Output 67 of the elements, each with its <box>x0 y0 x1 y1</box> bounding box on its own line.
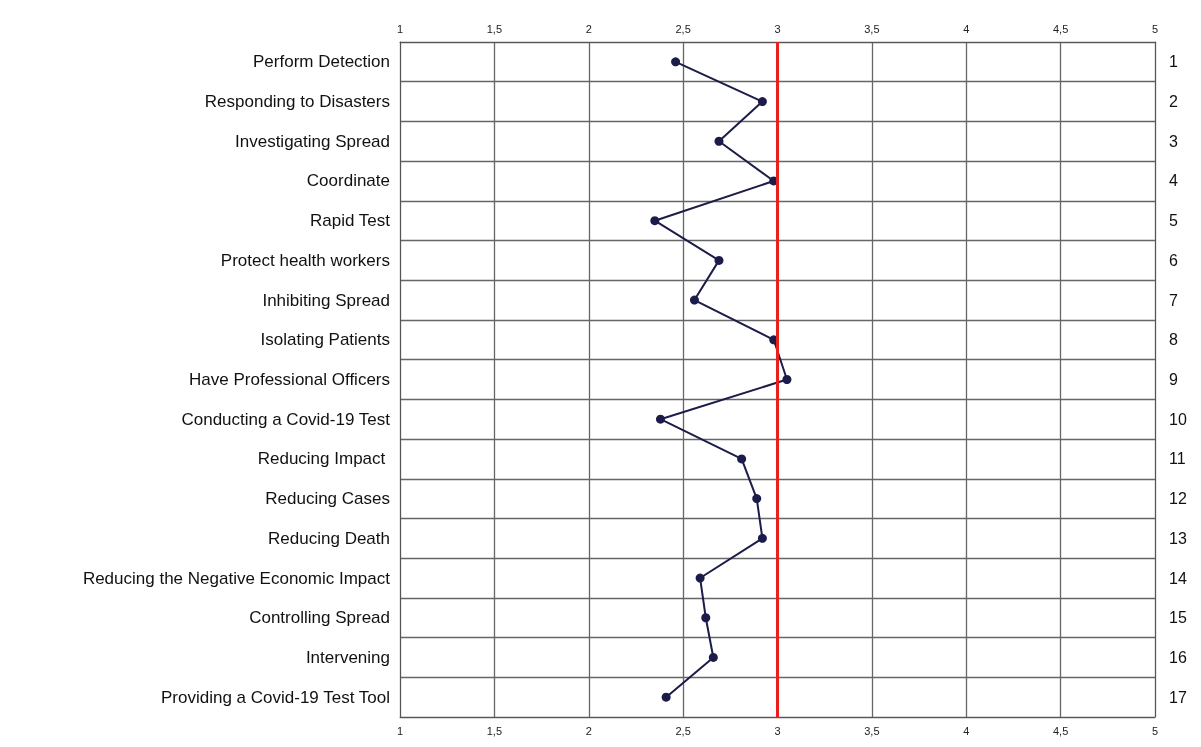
point <box>737 454 747 464</box>
y-tick-label: Conducting a Covid-19 Test <box>181 409 391 429</box>
y2-tick-label: 6 <box>1169 251 1178 269</box>
y-tick-label: Investigating Spread <box>235 131 390 151</box>
x2-tick-label: 4 <box>963 22 970 35</box>
point <box>661 692 671 702</box>
y-tick-label: Have Professional Officers <box>189 370 390 389</box>
x-tick-label: 2 <box>585 724 592 737</box>
y-tick-label: Reducing Cases <box>265 489 390 509</box>
y2-tick-label: 10 <box>1169 410 1187 428</box>
y2-tick-label: 16 <box>1169 648 1187 666</box>
y-tick-label: Reducing Impact <box>257 449 390 469</box>
point <box>714 136 724 146</box>
y-tick-label: Reducing Death <box>268 528 390 548</box>
point <box>671 57 681 67</box>
y2-tick-label: 1 <box>1169 53 1178 71</box>
y2-tick-label: 15 <box>1169 609 1187 627</box>
point <box>689 295 699 305</box>
point <box>650 216 660 226</box>
x2-tick-label: 1,5 <box>486 22 503 35</box>
x-tick-label: 4 <box>963 724 970 737</box>
point <box>752 494 762 504</box>
y2-tick-label: 8 <box>1169 331 1178 349</box>
y-tick-label: Providing a Covid-19 Test Tool <box>160 687 390 707</box>
y-tick-label: Inhibiting Spread <box>262 290 390 310</box>
x-tick-label: 4,5 <box>1052 724 1069 737</box>
y-tick-label: Rapid Test <box>309 211 391 231</box>
point <box>655 414 665 424</box>
point <box>757 533 767 543</box>
x-tick-label: 3,5 <box>864 724 880 737</box>
y2-tick-label: 17 <box>1169 688 1187 706</box>
x2-tick-label: 1 <box>396 22 404 35</box>
y2-tick-label: 4 <box>1169 172 1178 190</box>
y2-tick-label: 14 <box>1169 569 1187 587</box>
x-tick-label: 1,5 <box>486 724 503 737</box>
y2-tick-label: 7 <box>1169 291 1178 309</box>
y-tick-label: Reducing the Negative Economic Impact <box>82 568 391 588</box>
point <box>782 375 792 384</box>
y-tick-label: Isolating Patients <box>260 330 390 350</box>
point <box>714 255 724 265</box>
y-tick-label: Protect health workers <box>220 250 390 270</box>
y2-tick-label: 12 <box>1169 490 1187 508</box>
x2-tick-label: 2,5 <box>675 22 691 35</box>
point <box>701 613 711 623</box>
y2-tick-label: 5 <box>1169 212 1178 230</box>
y-tick-label: Perform Detection <box>253 52 390 72</box>
x2-tick-label: 5 <box>1151 22 1159 35</box>
x2-tick-label: 3,5 <box>864 22 880 35</box>
y2-tick-label: 11 <box>1169 450 1186 468</box>
point <box>708 652 718 662</box>
y2-tick-label: 3 <box>1169 132 1178 150</box>
y-tick-label: Intervening <box>305 647 390 667</box>
x-tick-label: 3 <box>774 724 781 737</box>
y-tick-label: Responding to Disasters <box>204 92 390 112</box>
y-tick-label: Controlling Spread <box>249 608 390 628</box>
y2-tick-label: 13 <box>1169 529 1187 547</box>
x-tick-label: 1 <box>396 724 404 737</box>
point <box>757 97 767 107</box>
x2-tick-label: 2 <box>585 22 592 35</box>
x2-tick-label: 4,5 <box>1052 22 1069 35</box>
y-tick-label: Coordinate <box>306 171 390 191</box>
y2-tick-label: 2 <box>1169 93 1178 111</box>
y2-tick-label: 9 <box>1169 371 1178 388</box>
x-tick-label: 5 <box>1151 724 1159 737</box>
point <box>695 573 705 583</box>
x2-tick-label: 3 <box>774 22 781 35</box>
x-tick-label: 2,5 <box>675 724 691 737</box>
